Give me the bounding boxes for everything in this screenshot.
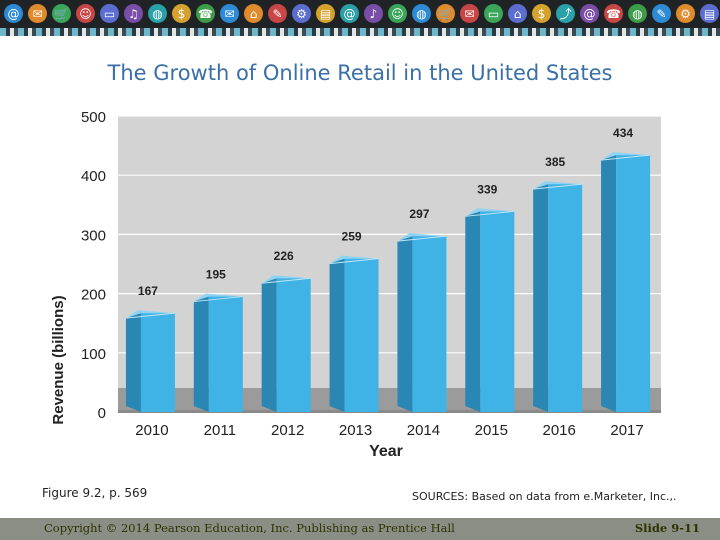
globe-icon: ◍ bbox=[148, 4, 167, 23]
y-tick-label: 300 bbox=[81, 227, 106, 244]
x-tick-label: 2013 bbox=[339, 422, 372, 439]
copyright-text: Copyright © 2014 Pearson Education, Inc.… bbox=[44, 521, 455, 535]
email-icon: ✉ bbox=[28, 4, 47, 23]
x-tick-label: 2011 bbox=[204, 422, 236, 439]
bar-side bbox=[397, 236, 413, 412]
chat-icon: ✎ bbox=[652, 4, 671, 23]
data-label: 385 bbox=[545, 155, 565, 169]
globe-icon: ◍ bbox=[628, 4, 647, 23]
bar-edge bbox=[465, 210, 515, 217]
chat-icon: ✎ bbox=[268, 4, 287, 23]
at-icon: @ bbox=[4, 4, 23, 23]
bar-top bbox=[533, 181, 583, 190]
folder-icon: ▤ bbox=[700, 4, 719, 23]
home-icon: ⌂ bbox=[508, 4, 527, 23]
at-icon: @ bbox=[340, 4, 359, 23]
cart-icon: 🛒 bbox=[436, 4, 455, 23]
globe-icon: ◍ bbox=[412, 4, 431, 23]
x-tick-label: 2012 bbox=[271, 422, 304, 439]
y-tick-label: 0 bbox=[98, 405, 106, 422]
person-icon: ☺ bbox=[388, 4, 407, 23]
bar-edge bbox=[125, 312, 175, 319]
banner-stripe bbox=[0, 28, 720, 36]
bar-top bbox=[397, 233, 447, 242]
x-tick-label: 2016 bbox=[543, 422, 576, 439]
data-label: 297 bbox=[409, 207, 429, 221]
bar-edge bbox=[193, 296, 243, 303]
x-axis-label: Year bbox=[369, 443, 403, 460]
slide-title: The Growth of Online Retail in the Unite… bbox=[107, 61, 613, 85]
y-tick-label: 200 bbox=[81, 287, 106, 304]
y-tick-label: 400 bbox=[81, 168, 106, 185]
y-axis-label: Revenue (billions) bbox=[50, 295, 67, 424]
bar-edge bbox=[329, 258, 379, 265]
gear-icon: ⚙ bbox=[292, 4, 311, 23]
bar bbox=[480, 211, 515, 412]
plot-baseline bbox=[118, 410, 661, 413]
bar-top bbox=[261, 275, 311, 284]
y-tick-label: 500 bbox=[81, 109, 106, 126]
slide-number: Slide 9-11 bbox=[634, 521, 700, 535]
laptop-icon: ▭ bbox=[484, 4, 503, 23]
sources-note: SOURCES: Based on data from e.Marketer, … bbox=[412, 490, 677, 503]
dollar-icon: $ bbox=[172, 4, 191, 23]
x-tick-label: 2014 bbox=[407, 422, 440, 439]
bar-top bbox=[601, 152, 651, 161]
data-label: 226 bbox=[274, 249, 294, 263]
bar-edge bbox=[533, 183, 583, 190]
header-banner: @✉🛒☺▭♫◍$☎✉⌂✎⚙▤@♪☺◍🛒✉▭⌂$⤴@☎◍✎⚙▤♪☺ bbox=[0, 0, 720, 36]
bar-side bbox=[601, 155, 617, 412]
sms-icon: ✉ bbox=[220, 4, 239, 23]
bar-edge bbox=[397, 235, 447, 242]
email-icon: ✉ bbox=[460, 4, 479, 23]
headphones-icon: ♫ bbox=[124, 4, 143, 23]
phone-icon: ☎ bbox=[604, 4, 623, 23]
banner-icon-row: @✉🛒☺▭♫◍$☎✉⌂✎⚙▤@♪☺◍🛒✉▭⌂$⤴@☎◍✎⚙▤♪☺ bbox=[0, 0, 720, 27]
bar-top bbox=[329, 255, 379, 264]
x-tick-label: 2010 bbox=[135, 422, 168, 439]
bar-side bbox=[125, 313, 141, 412]
data-label: 259 bbox=[342, 230, 362, 244]
dollar-icon: $ bbox=[532, 4, 551, 23]
gear-icon: ⚙ bbox=[676, 4, 695, 23]
cart-icon: 🛒 bbox=[52, 4, 71, 23]
bar bbox=[548, 184, 583, 412]
bar-side bbox=[329, 258, 345, 412]
data-label: 195 bbox=[206, 268, 226, 282]
bar-edge bbox=[601, 154, 651, 161]
bar-side bbox=[465, 211, 481, 412]
data-label: 434 bbox=[613, 126, 633, 140]
folder-icon: ▤ bbox=[316, 4, 335, 23]
bar bbox=[276, 278, 311, 412]
data-label: 167 bbox=[138, 284, 158, 298]
data-label: 339 bbox=[477, 182, 497, 196]
figure-caption: Figure 9.2, p. 569 bbox=[42, 486, 148, 500]
laptop-icon: ▭ bbox=[100, 4, 119, 23]
bar-edge bbox=[261, 277, 311, 284]
bar-side bbox=[533, 184, 549, 412]
person-icon: ☺ bbox=[76, 4, 95, 23]
bar-side bbox=[193, 296, 209, 412]
bar bbox=[140, 313, 175, 412]
home-icon: ⌂ bbox=[244, 4, 263, 23]
at-icon: @ bbox=[580, 4, 599, 23]
phone-icon: ☎ bbox=[196, 4, 215, 23]
x-tick-label: 2015 bbox=[475, 422, 508, 439]
bar bbox=[412, 236, 447, 412]
bar-side bbox=[261, 278, 277, 412]
bar bbox=[208, 296, 243, 412]
bar-top bbox=[193, 293, 243, 302]
bar bbox=[616, 155, 651, 412]
share-icon: ⤴ bbox=[556, 4, 575, 23]
y-tick-label: 100 bbox=[81, 346, 106, 363]
music-icon: ♪ bbox=[364, 4, 383, 23]
bar bbox=[344, 258, 379, 412]
footer-bar: Copyright © 2014 Pearson Education, Inc.… bbox=[0, 518, 720, 540]
bar-top bbox=[125, 310, 175, 319]
bar-top bbox=[465, 208, 515, 217]
revenue-bar-chart: 0 100 200 300 400 500 167 2010 195 2011 226 2012 259… bbox=[50, 109, 661, 460]
x-tick-label: 2017 bbox=[610, 422, 643, 439]
